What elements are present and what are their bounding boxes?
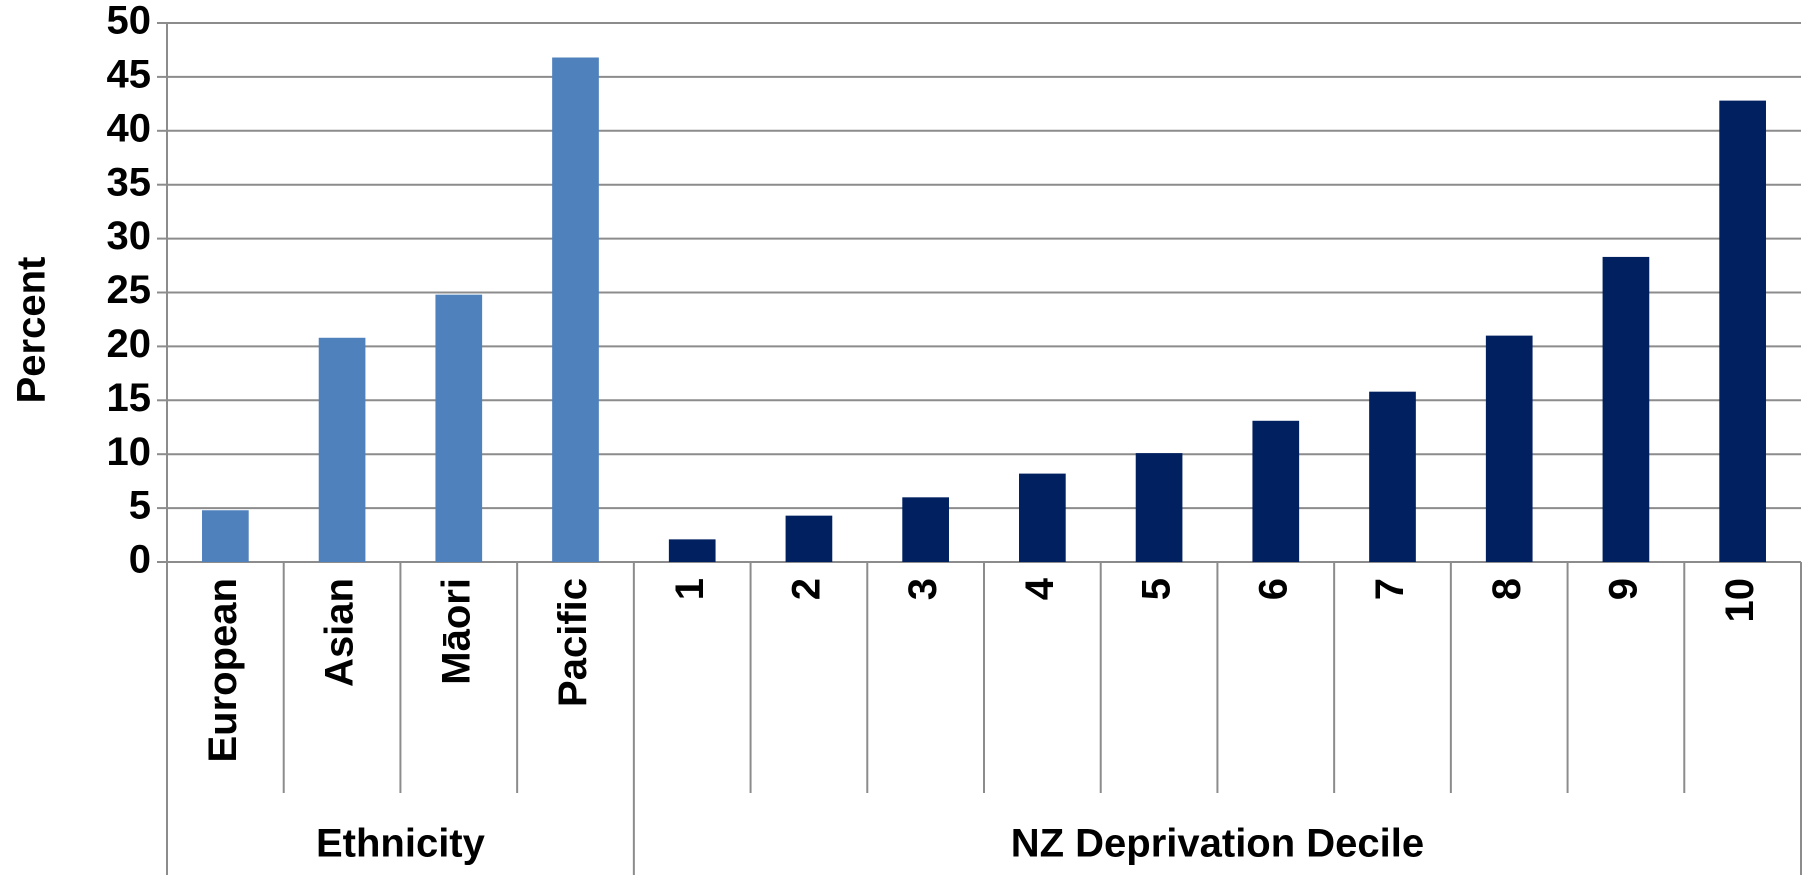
x-tick-label: 6: [1251, 578, 1295, 600]
bar: [1719, 100, 1766, 562]
y-tick-label: 30: [107, 214, 152, 258]
group-label: NZ Deprivation Decile: [1011, 822, 1424, 866]
x-tick-label: Asian: [318, 578, 362, 687]
x-tick-label: Māori: [434, 578, 478, 685]
bar: [902, 497, 949, 562]
x-tick-label: 4: [1018, 577, 1062, 600]
bar: [1252, 420, 1300, 562]
y-tick-label: 45: [107, 52, 152, 96]
bar: [1485, 335, 1533, 562]
y-tick-label: 15: [107, 376, 152, 420]
bar: [202, 510, 249, 562]
bar: [552, 57, 599, 562]
group-label: Ethnicity: [316, 822, 486, 866]
y-tick-label: 35: [107, 160, 152, 204]
x-tick-label: 1: [668, 578, 712, 600]
x-tick-label: Pacific: [551, 578, 595, 707]
bar: [318, 337, 366, 562]
y-tick-label: 20: [107, 322, 152, 366]
y-tick-label: 25: [107, 268, 152, 312]
x-tick-label: 10: [1718, 578, 1762, 623]
bar: [785, 515, 833, 562]
y-tick-label: 5: [129, 484, 151, 528]
x-tick-label: European: [201, 578, 245, 762]
x-tick-label: 8: [1485, 578, 1529, 600]
bar: [1019, 473, 1066, 562]
x-tick-label: 7: [1368, 578, 1412, 600]
bar: [435, 294, 483, 562]
x-tick-label: 5: [1135, 578, 1179, 600]
bar: [1602, 256, 1650, 562]
y-axis-label: Percent: [10, 257, 54, 404]
y-tick-label: 10: [107, 430, 152, 474]
y-tick-label: 50: [107, 0, 152, 43]
y-tick-label: 40: [107, 106, 152, 150]
x-tick-label: 2: [784, 578, 828, 600]
bar: [1135, 453, 1183, 562]
bar: [1369, 391, 1416, 562]
bar: [668, 539, 716, 562]
x-tick-label: 9: [1601, 578, 1645, 600]
y-tick-label: 0: [129, 538, 151, 582]
x-tick-label: 3: [901, 578, 945, 600]
